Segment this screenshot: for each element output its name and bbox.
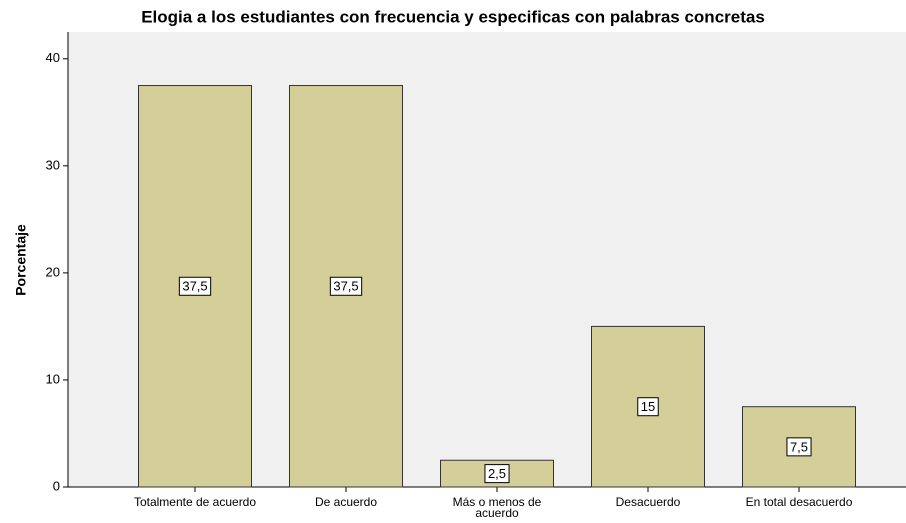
y-axis-label: Porcentaje [13, 224, 29, 296]
value-label-box [786, 437, 812, 457]
x-tick-label: Más o menos de acuerdo [452, 495, 542, 520]
value-label: 2,5 [488, 466, 506, 481]
value-label-box [637, 397, 659, 417]
value-label-box [484, 464, 510, 484]
x-tick-label: De acuerdo [314, 495, 378, 509]
value-label-box [329, 276, 363, 296]
x-tick-label: Desacuerdo [615, 495, 681, 509]
y-tick-label: 30 [46, 157, 60, 172]
value-label: 37,5 [182, 279, 207, 294]
value-label-box [178, 276, 212, 296]
y-tick-label: 0 [53, 478, 60, 493]
y-tick-label: 40 [46, 50, 60, 65]
value-label: 7,5 [790, 439, 808, 454]
y-tick-label: 20 [46, 264, 60, 279]
chart-title: Elogia a los estudiantes con frecuencia … [141, 7, 765, 26]
x-tick-label: Totalmente de acuerdo [133, 495, 257, 509]
x-tick-label: En total desacuerdo [745, 495, 853, 509]
y-tick-label: 10 [46, 371, 60, 386]
value-label: 15 [641, 399, 655, 414]
value-label: 37,5 [333, 279, 358, 294]
